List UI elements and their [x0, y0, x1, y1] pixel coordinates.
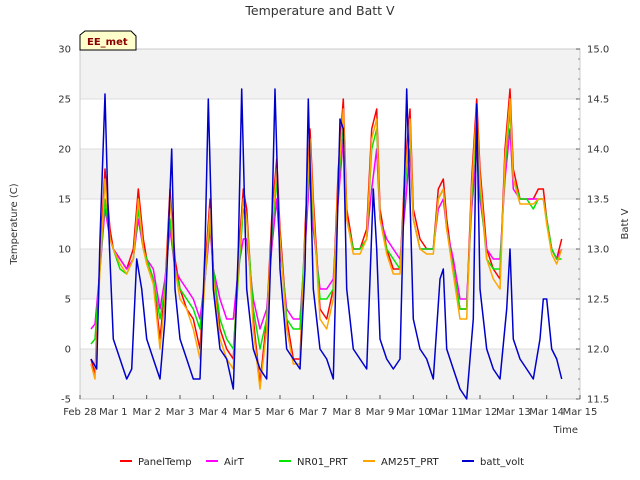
y-tick-label-left: -5: [61, 395, 71, 406]
y-tick-label-right: 15.0: [587, 45, 609, 56]
x-axis: Feb 28 Mar 1 Mar 2 Mar 3 Mar 4 Mar 5 Mar 6 Mar …: [63, 395, 597, 418]
y-tick-label-left: 30: [58, 45, 71, 56]
legend-label: NR01_PRT: [297, 457, 348, 468]
x-tick-label: Feb 28: [63, 407, 97, 418]
y-axis-label-right: Batt V: [620, 208, 631, 239]
x-tick-label: Mar 3: [166, 407, 194, 418]
y-axis-label-left: Temperature (C): [9, 183, 20, 265]
plot-frame: [79, 48, 581, 400]
x-tick-label: Mar 12: [463, 407, 498, 418]
x-tick-label: Mar 9: [366, 407, 394, 418]
x-tick-label: Mar 2: [132, 407, 160, 418]
legend-item: AirT: [206, 457, 245, 468]
series-line-batt-volt: [90, 88, 563, 400]
y-tick-label-right: 14.5: [587, 95, 609, 106]
y-tick-label-left: 20: [58, 145, 71, 156]
x-tick-label: Mar 10: [396, 407, 431, 418]
x-tick-label: Mar 1: [99, 407, 127, 418]
y-tick-label-left: 15: [58, 195, 71, 206]
y-tick-label-right: 14.0: [587, 145, 609, 156]
x-tick-label: Mar 4: [199, 407, 227, 418]
chart-title: Temperature and Batt V: [244, 3, 395, 18]
background-bands: [80, 49, 580, 399]
y-tick-label-right: 13.0: [587, 245, 609, 256]
station-badge-box: [79, 30, 137, 51]
x-tick-label: Mar 5: [232, 407, 260, 418]
series-line-nr01-prt: [90, 108, 562, 350]
legend-item: NR01_PRT: [279, 457, 348, 468]
x-tick-label: Mar 7: [299, 407, 327, 418]
x-tick-label: Mar 15: [563, 407, 598, 418]
legend-label: PanelTemp: [138, 457, 192, 468]
y-tick-label-right: 11.5: [587, 395, 609, 406]
y-tick-label-right: 13.5: [587, 195, 609, 206]
legend-label: batt_volt: [480, 457, 524, 468]
x-tick-label: Mar 11: [429, 407, 464, 418]
gridlines: [80, 48, 580, 400]
background-band: [80, 149, 580, 199]
x-tick-label: Mar 13: [496, 407, 531, 418]
legend-label: AirT: [224, 457, 245, 468]
left-axis: -5 0 5 10 15 20 25 30: [58, 45, 71, 406]
y-tick-label-right: 12.5: [587, 295, 609, 306]
station-badge-label: EE_met: [87, 37, 128, 48]
x-tick-label: Mar 6: [266, 407, 294, 418]
legend-item: AM25T_PRT: [363, 457, 440, 468]
x-tick-label: Mar 14: [529, 407, 564, 418]
legend: PanelTemp AirT NR01_PRT AM25T_PRT batt_volt: [120, 457, 524, 468]
y-tick-label-left: 25: [58, 95, 71, 106]
background-band: [80, 349, 580, 399]
background-band: [80, 49, 580, 99]
y-tick-label-right: 12.0: [587, 345, 609, 356]
series-line-am25t-prt: [90, 98, 563, 390]
x-axis-label: Time: [553, 425, 578, 436]
y-tick-label-left: 0: [65, 345, 71, 356]
x-tick-label: Mar 8: [332, 407, 360, 418]
series-layer: [90, 88, 563, 400]
right-axis: 11.5 12.0 12.5 13.0 13.5 14.0 14.5 15.0: [576, 45, 609, 406]
y-tick-label-left: 10: [58, 245, 71, 256]
legend-label: AM25T_PRT: [381, 457, 440, 468]
legend-item: batt_volt: [462, 457, 524, 468]
legend-item: PanelTemp: [120, 457, 192, 468]
station-badge: EE_met: [79, 30, 137, 51]
y-tick-label-left: 5: [65, 295, 71, 306]
